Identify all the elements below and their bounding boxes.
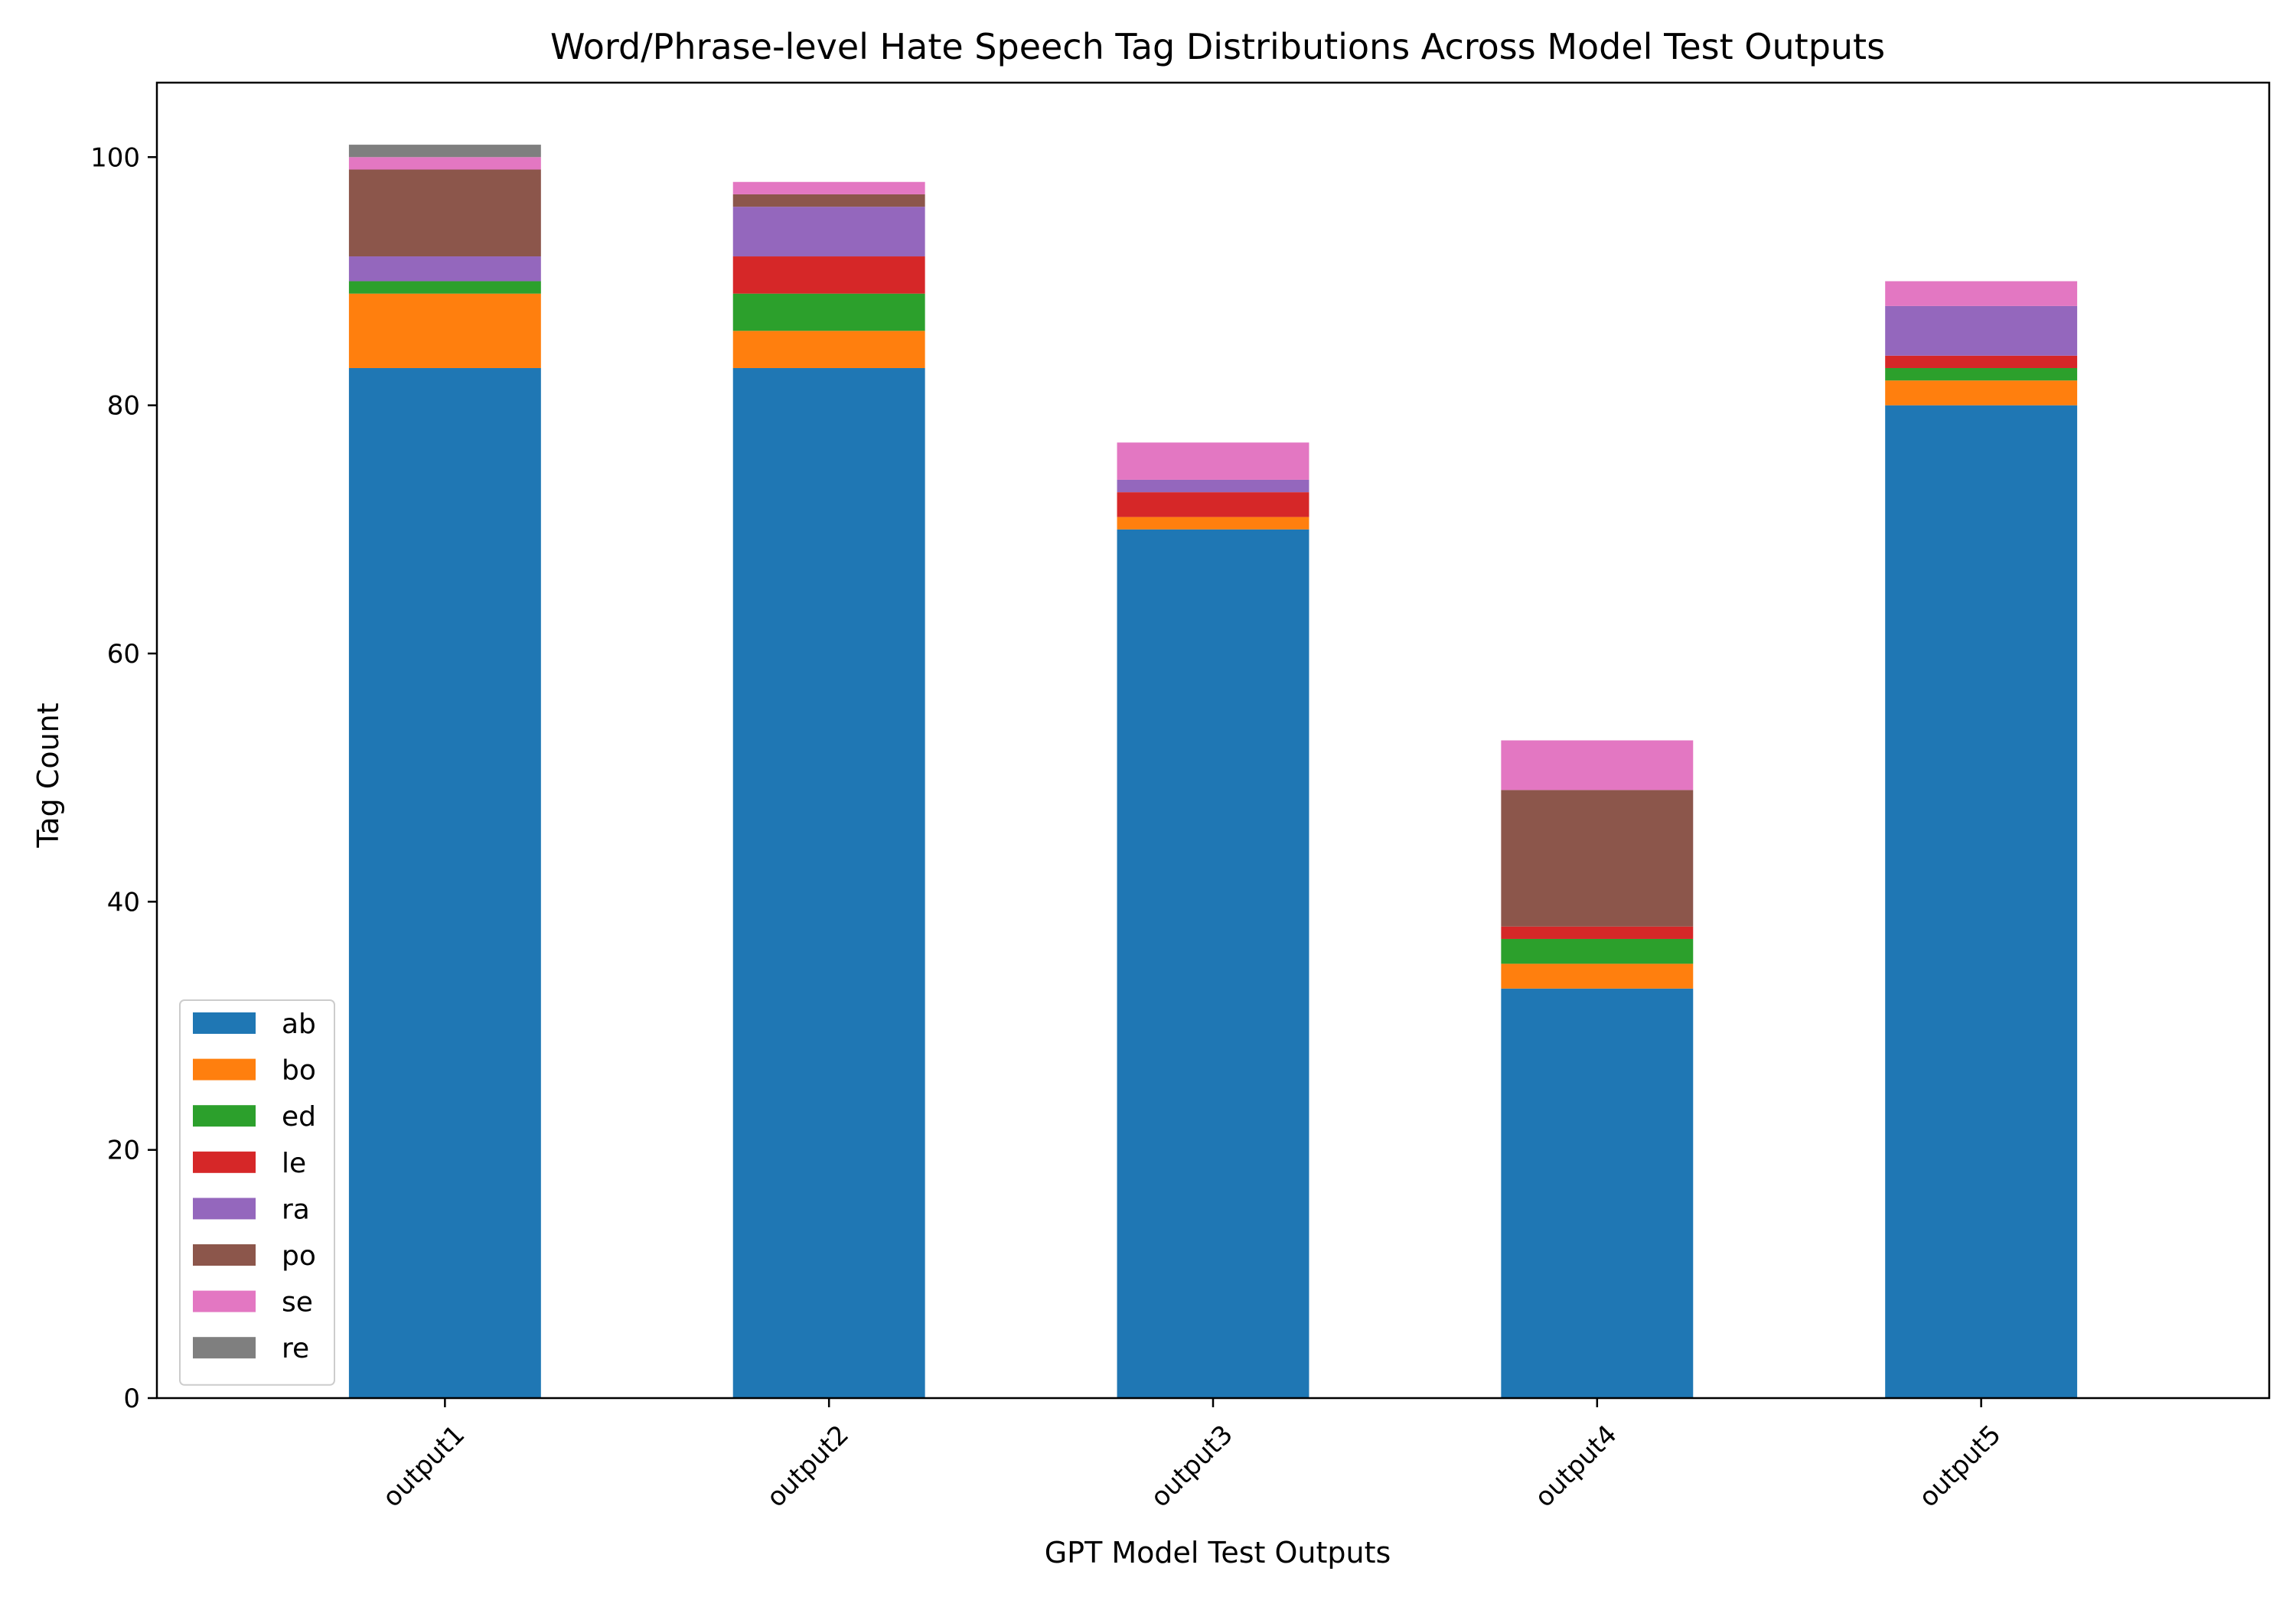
legend-label-ra: ra xyxy=(282,1194,310,1225)
legend-swatch-le xyxy=(193,1151,256,1173)
bar-segment-se-output1 xyxy=(348,157,541,170)
bar-segment-se-output2 xyxy=(732,181,925,194)
bars-layer xyxy=(348,145,2078,1399)
bar-segment-bo-output3 xyxy=(1117,517,1309,530)
bar-segment-bo-output5 xyxy=(1885,380,2078,406)
chart-title: Word/Phrase-level Hate Speech Tag Distri… xyxy=(550,26,1885,67)
bar-segment-ra-output2 xyxy=(732,207,925,257)
bar-segment-ab-output4 xyxy=(1501,988,1694,1398)
x-axis-label: GPT Model Test Outputs xyxy=(1045,1536,1391,1570)
bar-segment-ra-output1 xyxy=(348,256,541,282)
bar-segment-le-output3 xyxy=(1117,492,1309,517)
legend-box xyxy=(179,999,335,1386)
bar-segment-le-output2 xyxy=(732,256,925,294)
legend-label-ed: ed xyxy=(282,1101,316,1133)
y-tick-label: 20 xyxy=(107,1136,140,1166)
y-tick-label: 0 xyxy=(123,1384,140,1414)
bar-segment-ra-output5 xyxy=(1885,305,2078,356)
bar-segment-se-output5 xyxy=(1885,281,2078,306)
y-axis-label: Tag Count xyxy=(31,702,65,848)
bar-segment-po-output1 xyxy=(348,169,541,257)
bar-segment-se-output3 xyxy=(1117,442,1309,480)
y-tick-label: 60 xyxy=(107,639,140,670)
bar-segment-ed-output5 xyxy=(1885,367,2078,381)
legend-label-le: le xyxy=(282,1148,306,1179)
bar-segment-ab-output2 xyxy=(732,367,925,1398)
legend-swatch-ed xyxy=(193,1105,256,1127)
bar-segment-ra-output3 xyxy=(1117,479,1309,493)
legend-swatch-ra xyxy=(193,1198,256,1220)
legend-label-re: re xyxy=(282,1333,309,1364)
y-tick-label: 100 xyxy=(90,142,140,173)
bar-segment-le-output5 xyxy=(1885,355,2078,368)
bar-segment-ab-output1 xyxy=(348,367,541,1398)
bar-segment-ed-output4 xyxy=(1501,938,1694,964)
legend-label-ab: ab xyxy=(282,1009,316,1040)
y-tick-label: 80 xyxy=(107,391,140,422)
bar-segment-ab-output3 xyxy=(1117,529,1309,1399)
bar-segment-ed-output2 xyxy=(732,293,925,331)
legend-swatch-se xyxy=(193,1290,256,1312)
legend-label-se: se xyxy=(282,1287,313,1319)
bar-segment-le-output4 xyxy=(1501,926,1694,939)
bar-segment-re-output1 xyxy=(348,145,541,158)
bar-segment-bo-output2 xyxy=(732,331,925,368)
bar-segment-bo-output1 xyxy=(348,293,541,368)
bar-segment-po-output4 xyxy=(1501,790,1694,927)
legend-swatch-bo xyxy=(193,1058,256,1081)
bar-segment-ed-output1 xyxy=(348,281,541,294)
legend-swatch-re xyxy=(193,1337,256,1359)
y-axis: 0 20 40 60 80 100 xyxy=(90,142,157,1414)
legend-swatch-po xyxy=(193,1244,256,1266)
y-tick-label: 40 xyxy=(107,887,140,918)
legend-label-bo: bo xyxy=(282,1055,316,1087)
bar-segment-po-output2 xyxy=(732,194,925,207)
legend-label-po: po xyxy=(282,1240,316,1272)
bar-segment-bo-output4 xyxy=(1501,963,1694,989)
legend-swatch-ab xyxy=(193,1012,256,1034)
bar-segment-ab-output5 xyxy=(1885,405,2078,1398)
legend: ab bo ed le ra po se re xyxy=(179,999,335,1386)
bar-segment-se-output4 xyxy=(1501,740,1694,790)
